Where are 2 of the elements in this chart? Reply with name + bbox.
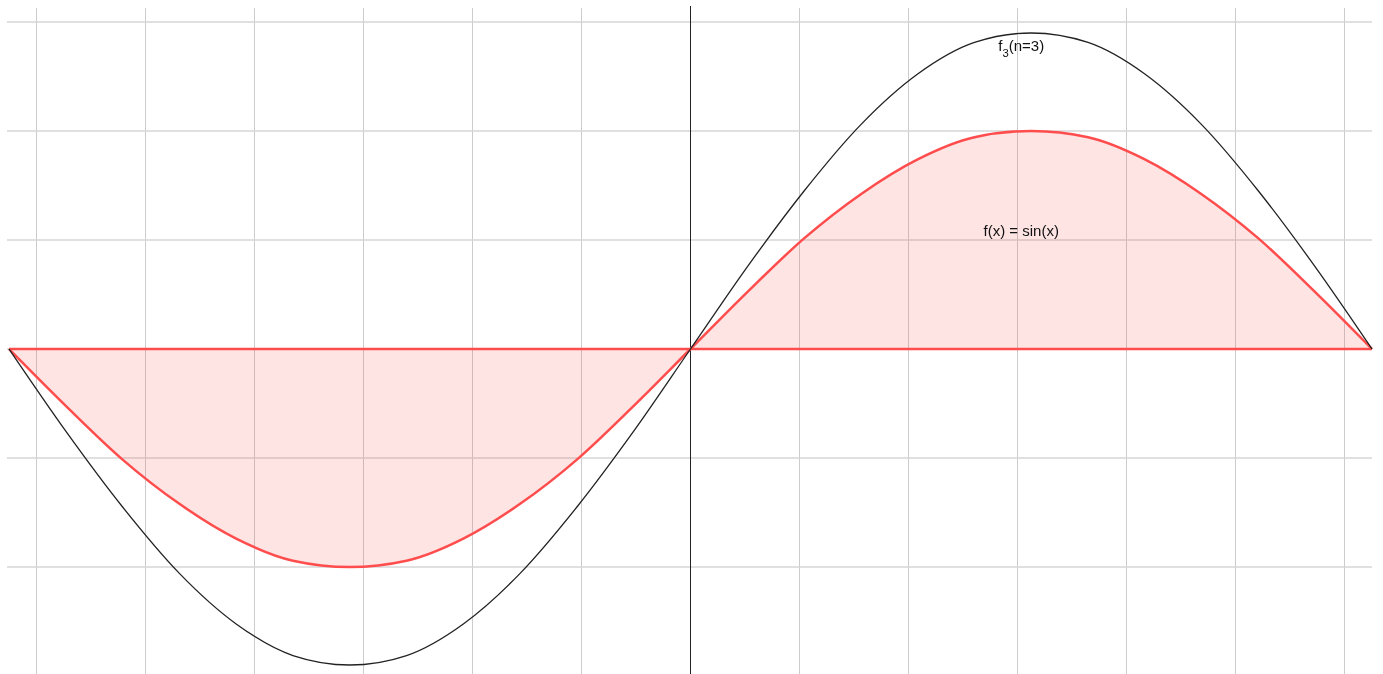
- series-label: f$_{3}$(n=3): [998, 37, 1045, 59]
- series-label: f(x) = sin(x): [983, 221, 1059, 239]
